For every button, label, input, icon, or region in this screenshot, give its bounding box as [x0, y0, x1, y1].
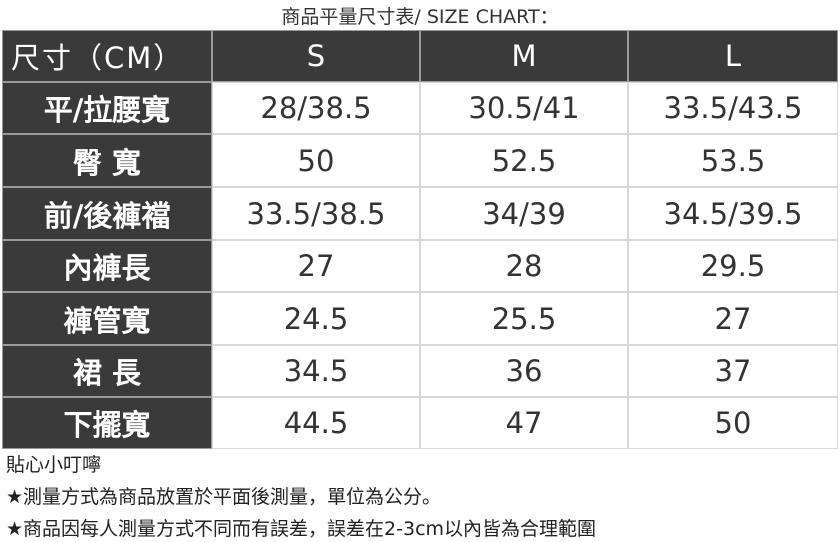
table-cell: 33.5/38.5 [212, 187, 420, 240]
header-cell: 尺寸（CM） [2, 30, 212, 82]
note-line: ★測量方式為商品放置於平面後測量，單位為公分。 [6, 486, 442, 508]
table-cell: 36 [420, 345, 628, 397]
table-cell: 52.5 [420, 134, 628, 187]
table-cell: 28/38.5 [212, 82, 420, 134]
header-cell: L [628, 30, 838, 82]
row-label: 臀 寬 [2, 134, 212, 187]
row-label: 褲管寬 [2, 292, 212, 345]
row-label: 內褲長 [2, 240, 212, 292]
table-cell: 50 [628, 397, 838, 449]
notes-heading: 貼心小叮嚀 [6, 454, 102, 476]
header-cell: S [212, 30, 420, 82]
table-cell: 27 [212, 240, 420, 292]
header-cell: M [420, 30, 628, 82]
table-cell: 47 [420, 397, 628, 449]
table-cell: 28 [420, 240, 628, 292]
table-cell: 27 [628, 292, 838, 345]
table-cell: 44.5 [212, 397, 420, 449]
table-cell: 24.5 [212, 292, 420, 345]
title: 商品平量尺寸表/ SIZE CHART： [281, 6, 559, 28]
row-label: 前/後褲襠 [2, 187, 212, 240]
row-label: 裙 長 [2, 345, 212, 397]
table-cell: 53.5 [628, 134, 838, 187]
table-cell: 37 [628, 345, 838, 397]
table-cell: 25.5 [420, 292, 628, 345]
table-cell: 34/39 [420, 187, 628, 240]
table-cell: 30.5/41 [420, 82, 628, 134]
table-cell: 34.5/39.5 [628, 187, 838, 240]
row-label: 平/拉腰寬 [2, 82, 212, 134]
table-cell: 50 [212, 134, 420, 187]
table-cell: 29.5 [628, 240, 838, 292]
table-cell: 34.5 [212, 345, 420, 397]
row-label: 下擺寬 [2, 397, 212, 449]
note-line: ★商品因每人測量方式不同而有誤差，誤差在2-3cm以內皆為合理範圍 [6, 518, 597, 540]
table-cell: 33.5/43.5 [628, 82, 838, 134]
